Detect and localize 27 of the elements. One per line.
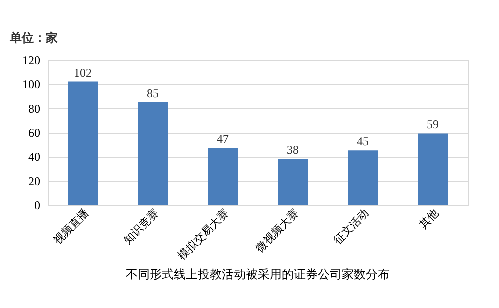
text: 不同形式线上投教活动被采用的证券公司家数分布 — [126, 267, 390, 282]
y-tick-label: 60 — [28, 126, 40, 140]
x-tick-label: 知识竞赛 — [121, 206, 162, 248]
x-tick-label: 其他 — [416, 206, 442, 232]
x-tick-label: 征文活动 — [331, 206, 372, 248]
bar — [278, 159, 308, 205]
data-label: 59 — [427, 118, 439, 132]
data-label: 85 — [147, 86, 159, 100]
data-label: 45 — [357, 134, 369, 149]
bar — [138, 102, 168, 205]
x-tick-label: 模拟交易大赛 — [176, 206, 232, 263]
y-tick-label: 0 — [34, 198, 40, 212]
bar — [208, 148, 238, 205]
data-label: 38 — [287, 143, 299, 158]
y-tick-label: 40 — [28, 150, 40, 164]
bar — [348, 150, 378, 205]
y-tick-label: 120 — [22, 54, 40, 68]
y-tick-label: 20 — [28, 174, 40, 188]
data-label: 102 — [74, 66, 92, 80]
y-tick-label: 100 — [22, 78, 40, 92]
y-axis-title: 单位：家 — [9, 31, 58, 45]
data-label: 47 — [217, 132, 229, 146]
x-tick-label: 视频直播 — [51, 206, 92, 248]
x-tick-label: 微视频大赛 — [253, 206, 302, 255]
y-tick-label: 80 — [28, 102, 40, 116]
bar — [418, 134, 448, 205]
bar — [68, 82, 98, 205]
